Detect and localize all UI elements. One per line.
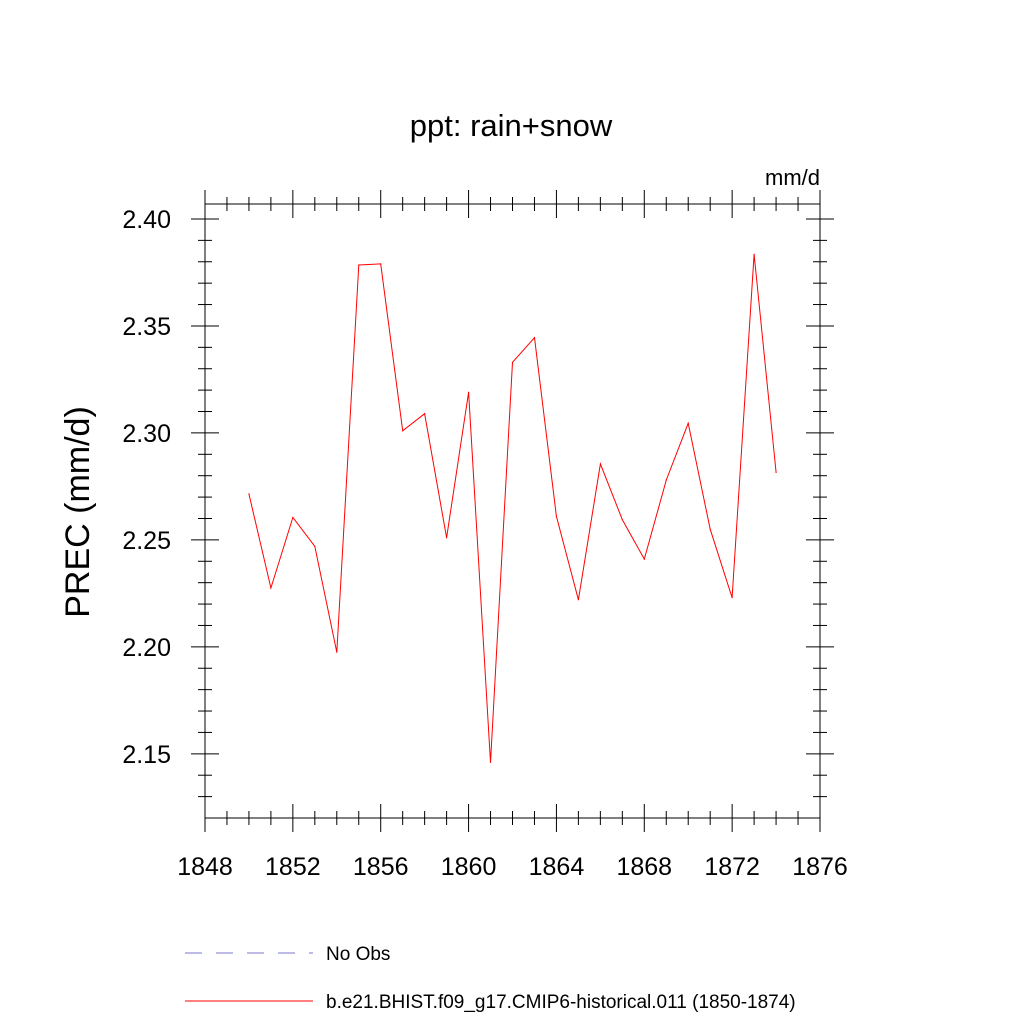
data-point — [709, 528, 711, 530]
legend-label-historical: b.e21.BHIST.f09_g17.CMIP6-historical.011… — [326, 992, 796, 1013]
data-point — [665, 479, 667, 481]
data-point — [380, 263, 382, 265]
data-point — [402, 430, 404, 432]
data-point — [775, 471, 777, 474]
data-point — [577, 599, 579, 601]
y-axis-label: PREC (mm/d) — [59, 406, 97, 618]
x-tick-label: 1876 — [792, 853, 848, 881]
y-tick-label: 2.25 — [122, 527, 171, 555]
data-point — [533, 337, 536, 339]
data-point — [599, 463, 601, 465]
y-tick-label: 2.15 — [122, 741, 171, 769]
plot-frame — [204, 203, 821, 819]
data-point — [489, 761, 492, 763]
y-tick-labels: 2.15 2.20 2.25 2.30 2.35 2.40 — [122, 206, 171, 769]
data-point — [731, 597, 733, 599]
data-point — [467, 391, 470, 393]
data-point — [555, 515, 558, 517]
x-tick-labels: 1848 1852 1856 1860 1864 1868 1872 1876 — [177, 853, 848, 881]
y-tick-label: 2.20 — [122, 634, 171, 662]
legend: No Obs b.e21.BHIST.f09_g17.CMIP6-histori… — [185, 944, 796, 1013]
y-tick-label: 2.30 — [122, 420, 171, 448]
legend-label-no-obs: No Obs — [326, 944, 390, 965]
axis-ticks — [191, 190, 834, 832]
data-point — [446, 537, 448, 539]
data-point — [643, 558, 645, 560]
data-point — [687, 422, 689, 424]
x-tick-label: 1872 — [704, 853, 760, 881]
y-tick-label: 2.35 — [122, 313, 171, 341]
x-tick-label: 1864 — [529, 853, 585, 881]
x-tick-label: 1868 — [616, 853, 672, 881]
data-point — [511, 361, 514, 363]
series-line-1 — [248, 254, 777, 763]
data-point — [621, 518, 623, 521]
chart-title: ppt: rain+snow — [410, 108, 613, 143]
x-tick-label: 1852 — [265, 853, 321, 881]
series-layer — [248, 253, 777, 763]
x-tick-label: 1856 — [353, 853, 409, 881]
data-point — [424, 413, 426, 415]
data-point — [270, 587, 272, 589]
data-point — [314, 545, 316, 547]
data-point — [753, 253, 755, 255]
data-point — [248, 493, 250, 495]
x-tick-label: 1848 — [177, 853, 233, 881]
data-point — [336, 651, 338, 653]
y-tick-label: 2.40 — [122, 206, 171, 234]
x-tick-label: 1860 — [441, 853, 497, 881]
units-label: mm/d — [765, 165, 820, 190]
data-point — [292, 516, 294, 519]
data-point — [358, 264, 360, 266]
